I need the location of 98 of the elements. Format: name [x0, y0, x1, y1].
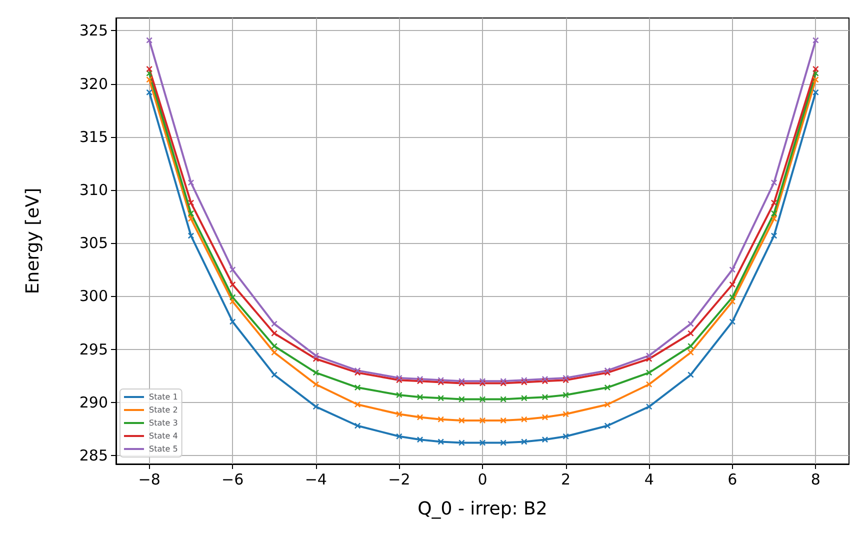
y-tick-label: 290 [79, 393, 108, 412]
point [188, 180, 194, 186]
point [230, 294, 236, 300]
point [729, 282, 736, 288]
x-axis-title: Q_0 - irrep: B2 [418, 498, 548, 520]
point [230, 282, 236, 288]
point [729, 318, 736, 325]
point [812, 89, 819, 96]
point [146, 66, 152, 72]
point [521, 395, 528, 402]
x-tick-label: 8 [810, 470, 820, 488]
point [146, 89, 152, 96]
point [562, 374, 569, 381]
point [354, 384, 361, 391]
y-tick-label: 320 [79, 74, 108, 93]
point [458, 417, 465, 424]
point [438, 438, 444, 445]
x-tick-label: −8 [138, 470, 160, 488]
point [188, 200, 194, 206]
point [771, 200, 778, 206]
y-tick-label: 300 [79, 287, 108, 306]
point [312, 370, 319, 376]
y-tick-label: 315 [79, 128, 108, 146]
point [771, 210, 778, 216]
point [230, 318, 236, 325]
legend-label: State 4 [149, 432, 178, 440]
point [417, 436, 424, 443]
point [396, 411, 402, 418]
point [312, 381, 319, 388]
y-tick-label: 295 [79, 340, 108, 358]
legend-label: State 3 [149, 418, 178, 428]
point [646, 404, 652, 410]
point [521, 438, 528, 445]
point [812, 76, 819, 83]
point [271, 330, 278, 336]
y-tick-label: 310 [79, 181, 108, 200]
point [542, 436, 548, 443]
point [480, 396, 486, 402]
point [812, 66, 819, 72]
point [146, 37, 152, 44]
x-tick-label: −2 [388, 470, 410, 488]
point [500, 396, 506, 402]
point [729, 266, 736, 273]
point [480, 417, 486, 424]
y-tick-label: 325 [79, 22, 108, 40]
point [396, 392, 402, 398]
x-tick-label: −6 [222, 470, 244, 488]
point [188, 232, 194, 239]
point [604, 422, 610, 429]
point [354, 402, 361, 408]
point [271, 343, 278, 350]
point [729, 294, 736, 300]
point [646, 352, 652, 359]
point [396, 374, 402, 381]
point [500, 417, 506, 424]
y-axis-title: Energy [eV] [22, 188, 44, 294]
point [188, 216, 194, 222]
point [771, 180, 778, 186]
point [188, 210, 194, 216]
point [562, 411, 569, 418]
point [438, 416, 444, 422]
point [771, 216, 778, 222]
x-tick-label: −4 [304, 470, 327, 488]
x-tick-label: 0 [478, 470, 488, 488]
y-tick-label: 305 [79, 234, 108, 252]
point [688, 330, 694, 336]
point [271, 350, 278, 356]
point [646, 370, 652, 376]
legend-label: State 1 [149, 392, 178, 402]
point [146, 76, 152, 83]
point [312, 404, 319, 410]
point [604, 402, 610, 408]
x-tick-label: 4 [644, 470, 654, 488]
point [521, 416, 528, 422]
point [562, 392, 569, 398]
x-tick-label: 2 [561, 470, 571, 488]
legend-label: State 5 [149, 444, 178, 454]
point [688, 343, 694, 350]
y-tick-label: 285 [79, 446, 108, 465]
point [646, 381, 652, 388]
point [312, 352, 319, 359]
point [604, 384, 610, 391]
point [417, 394, 424, 400]
point [688, 350, 694, 356]
point [458, 396, 465, 402]
point [396, 433, 402, 440]
point [230, 266, 236, 273]
point [480, 440, 486, 446]
legend-label: State 2 [149, 406, 178, 414]
point [542, 414, 548, 420]
point [354, 422, 361, 429]
point [438, 395, 444, 402]
point [771, 232, 778, 239]
x-tick-label: 6 [728, 470, 738, 488]
point [417, 414, 424, 420]
point [812, 37, 819, 44]
point [542, 394, 548, 400]
point [562, 433, 569, 440]
